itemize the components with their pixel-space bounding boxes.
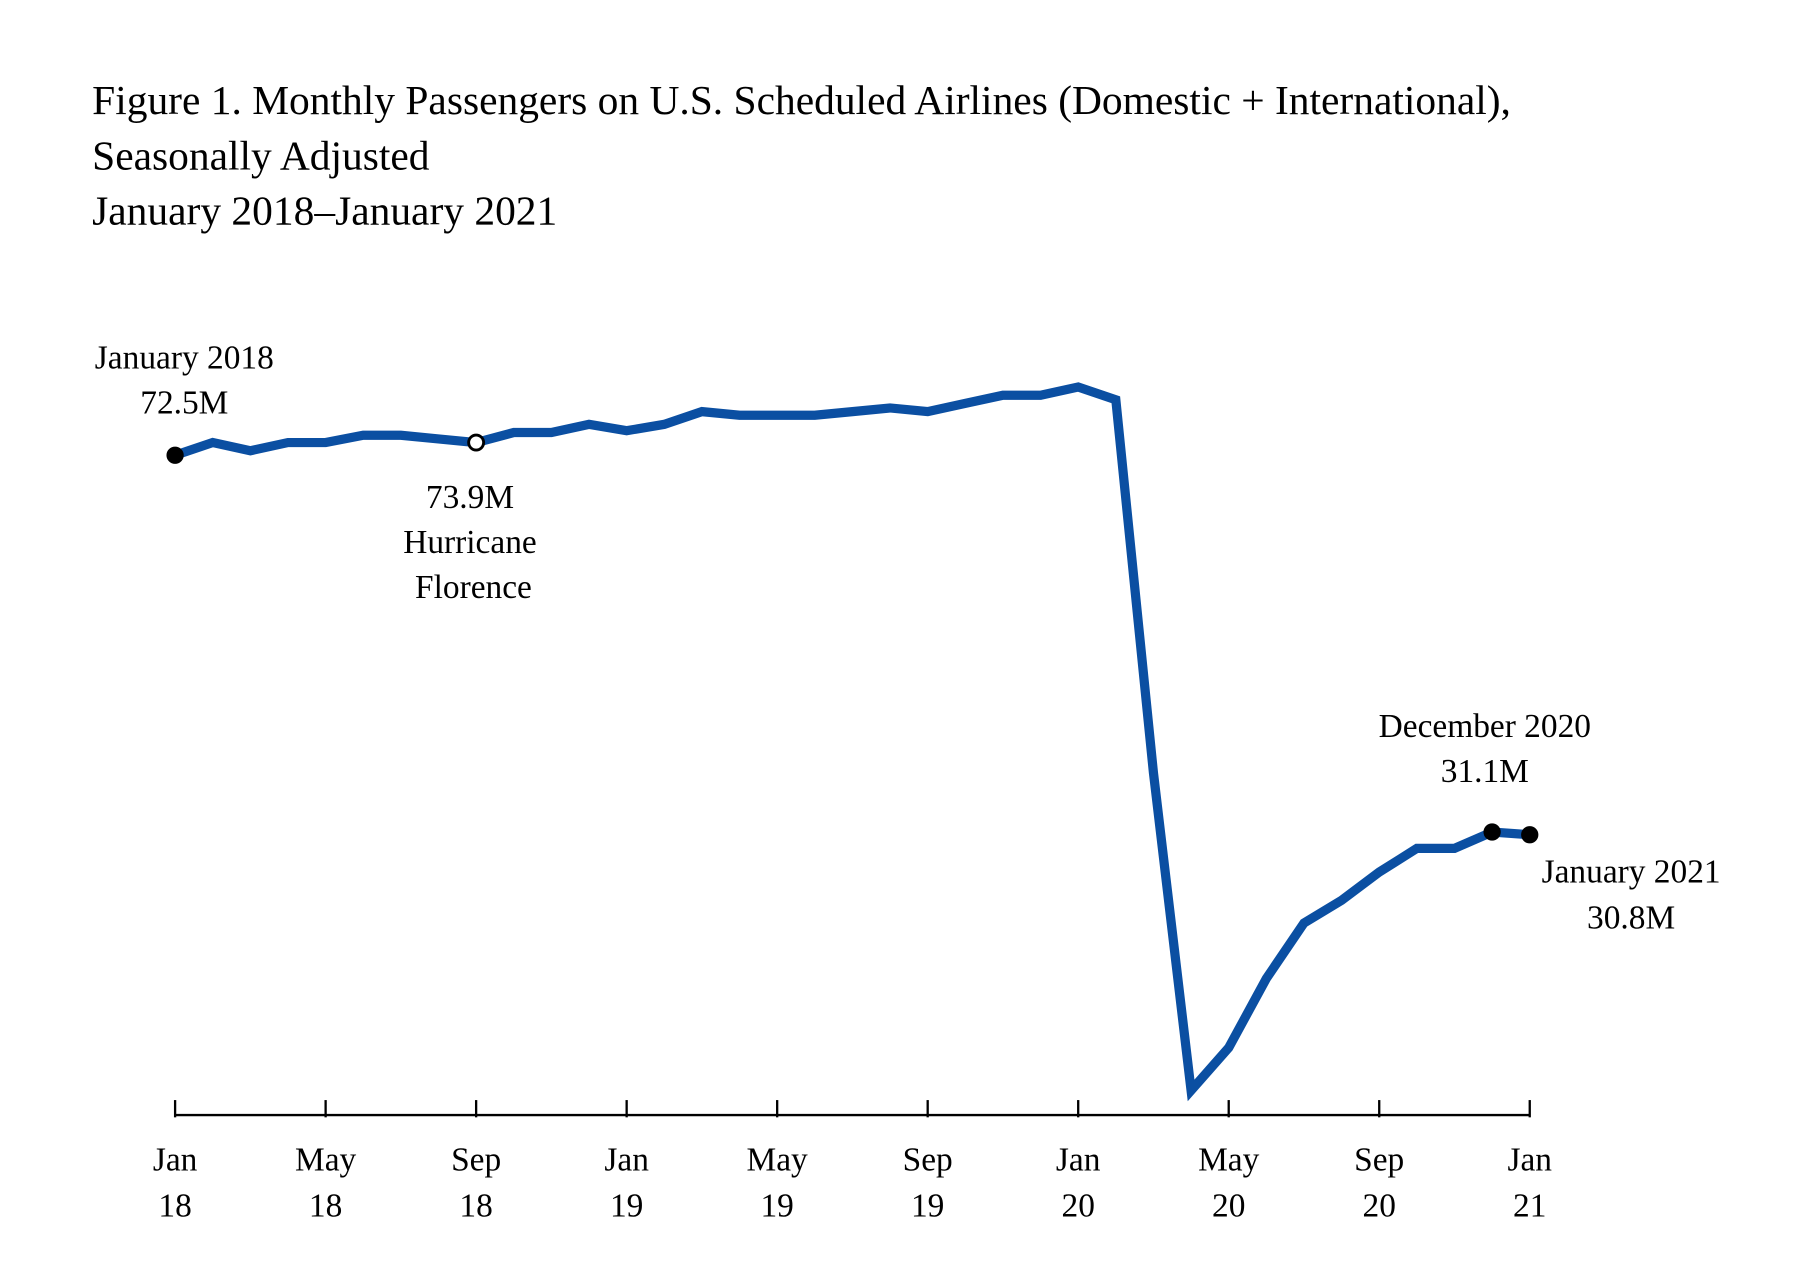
x-tick-label-year: 21 — [1513, 1187, 1546, 1224]
x-tick-label-month: Jan — [604, 1141, 649, 1178]
x-axis-ticks: Jan 18 May 18 Sep 18 Jan 19 May 19 Sep 19 Jan 20 May 20… — [153, 1100, 1552, 1224]
x-tick-label-month: Jan — [1056, 1141, 1101, 1178]
chart-title: Figure 1. Monthly Passengers on U.S. Sch… — [92, 77, 1511, 234]
x-tick-label-year: 19 — [610, 1187, 643, 1224]
series-line — [173, 382, 1531, 1102]
filled-marker-2021-01 — [1521, 826, 1539, 844]
annotation-markers — [166, 433, 1539, 844]
annotation-december-2020: December 2020 31.1M — [1379, 708, 1591, 790]
x-tick-label-year: 19 — [760, 1187, 793, 1224]
annotation-hurricane-florence: 73.9M Hurricane Florence — [403, 479, 536, 606]
x-tick-label-month: Sep — [903, 1141, 953, 1178]
filled-marker-2020-12 — [1483, 823, 1501, 841]
series-group — [173, 382, 1531, 1102]
filled-marker-2018-01 — [166, 446, 184, 464]
x-tick-label-month: Jan — [1507, 1141, 1552, 1178]
x-tick-label-year: 18 — [309, 1187, 342, 1224]
x-tick-label-year: 20 — [1062, 1187, 1095, 1224]
chart-subtitle-date-range: January 2018–January 2021 — [92, 188, 557, 234]
annotation-label: Florence — [415, 569, 532, 606]
x-tick-label-year: 18 — [158, 1187, 191, 1224]
annotation-label: Hurricane — [403, 524, 536, 561]
x-tick-label-year: 20 — [1212, 1187, 1245, 1224]
x-tick-label-month: May — [747, 1141, 809, 1178]
open-marker-2018-09 — [467, 433, 486, 452]
x-tick-label-month: Sep — [451, 1141, 501, 1178]
chart-title-line-1: Figure 1. Monthly Passengers on U.S. Sch… — [92, 77, 1511, 124]
x-tick-label-year: 18 — [459, 1187, 492, 1224]
annotation-label: January 2018 — [95, 340, 274, 377]
annotation-january-2021: January 2021 30.8M — [1542, 853, 1721, 936]
x-tick-label-year: 19 — [911, 1187, 944, 1224]
annotation-label: December 2020 — [1379, 708, 1591, 745]
x-tick-label-month: Jan — [153, 1141, 198, 1178]
x-tick-label-month: Sep — [1354, 1141, 1404, 1178]
annotation-value: 31.1M — [1441, 753, 1529, 790]
annotation-january-2018: January 2018 72.5M — [95, 340, 274, 422]
chart-title-line-2: Seasonally Adjusted — [92, 132, 430, 178]
x-tick-label-month: May — [1198, 1141, 1260, 1178]
annotation-value: 73.9M — [426, 479, 514, 516]
annotation-value: 72.5M — [140, 385, 228, 422]
x-tick-label-year: 20 — [1363, 1187, 1396, 1224]
annotation-value: 30.8M — [1587, 899, 1675, 936]
annotation-label: January 2021 — [1542, 853, 1721, 890]
x-tick-label-month: May — [295, 1141, 357, 1178]
